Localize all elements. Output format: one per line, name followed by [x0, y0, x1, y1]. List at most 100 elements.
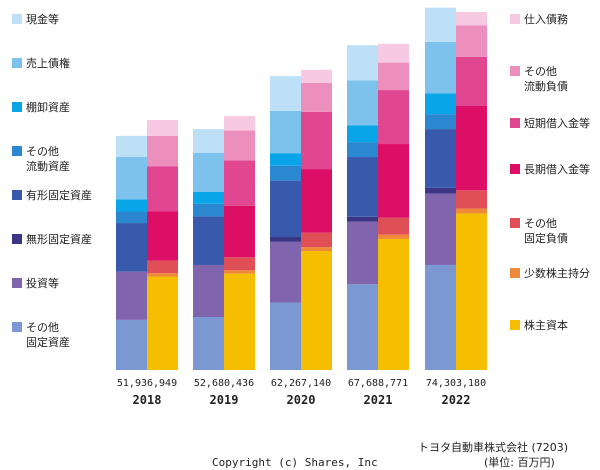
asset-segment-2020-3 [270, 180, 301, 238]
asset-segment-2018-1 [116, 271, 147, 320]
legend-liabilities-swatch-5 [510, 268, 520, 278]
asset-segment-2020-6 [270, 110, 301, 154]
total-label-2020: 62,267,140 [271, 378, 331, 389]
asset-segment-2020-2 [270, 237, 301, 242]
liability-segment-2019-4 [224, 160, 255, 206]
legend-assets-swatch-7 [12, 322, 22, 332]
liability-segment-2021-5 [378, 62, 409, 91]
year-label-2021: 2021 [364, 393, 393, 407]
asset-segment-2021-5 [347, 125, 378, 143]
asset-segment-2020-7 [270, 76, 301, 111]
legend-assets-label-2: 棚卸資産 [26, 101, 70, 114]
liability-segment-2020-0 [301, 250, 332, 370]
liability-segment-2020-1 [301, 247, 332, 251]
legend-assets-label-3: その他 流動資産 [26, 145, 70, 173]
year-label-2020: 2020 [287, 393, 316, 407]
legend-assets-swatch-2 [12, 102, 22, 112]
asset-segment-2021-1 [347, 221, 378, 285]
legend-assets-swatch-5 [12, 234, 22, 244]
legend-assets-label-4: 有形固定資産 [26, 189, 92, 202]
asset-segment-2018-4 [116, 211, 147, 224]
asset-segment-2022-0 [425, 264, 456, 370]
asset-segment-2020-4 [270, 165, 301, 181]
liability-segment-2022-3 [456, 105, 487, 191]
legend-liabilities-swatch-0 [510, 14, 520, 24]
total-label-2022: 74,303,180 [426, 378, 486, 389]
legend-assets-swatch-3 [12, 146, 22, 156]
asset-segment-2019-4 [193, 203, 224, 217]
asset-segment-2021-2 [347, 216, 378, 222]
legend-assets-label-6: 投資等 [26, 277, 59, 290]
asset-segment-2020-5 [270, 153, 301, 166]
legend-liabilities-swatch-2 [510, 118, 520, 128]
legend-assets-swatch-6 [12, 278, 22, 288]
asset-segment-2022-1 [425, 193, 456, 265]
liability-segment-2019-0 [224, 273, 255, 370]
liability-segment-2020-6 [301, 69, 332, 83]
legend-assets-swatch-4 [12, 190, 22, 200]
asset-segment-2019-6 [193, 152, 224, 192]
company-name: トヨタ自動車株式会社 (7203) [418, 441, 569, 454]
liability-segment-2021-4 [378, 90, 409, 145]
asset-segment-2021-4 [347, 142, 378, 158]
liability-segment-2018-6 [147, 119, 178, 136]
total-label-2021: 67,688,771 [348, 378, 408, 389]
liability-segment-2021-3 [378, 144, 409, 218]
asset-segment-2022-2 [425, 187, 456, 194]
year-label-2019: 2019 [210, 393, 239, 407]
legend-assets-swatch-1 [12, 58, 22, 68]
liability-segment-2022-2 [456, 190, 487, 209]
asset-segment-2020-0 [270, 302, 301, 370]
asset-segment-2019-1 [193, 264, 224, 318]
legend-liabilities-label-6: 株主資本 [524, 319, 568, 332]
bars-layer [116, 7, 487, 370]
liability-segment-2018-3 [147, 211, 178, 261]
asset-segment-2018-7 [116, 135, 147, 158]
asset-segment-2018-6 [116, 157, 147, 200]
asset-segment-2021-0 [347, 284, 378, 370]
liability-segment-2019-5 [224, 130, 255, 161]
liability-segment-2020-5 [301, 82, 332, 112]
unit-label: (単位: 百万円) [484, 456, 555, 469]
liability-segment-2021-0 [378, 238, 409, 370]
liability-segment-2019-3 [224, 205, 255, 258]
liability-segment-2018-1 [147, 273, 178, 277]
liability-segment-2021-2 [378, 217, 409, 235]
year-label-2018: 2018 [133, 393, 162, 407]
asset-segment-2018-5 [116, 199, 147, 212]
legend-liabilities-swatch-6 [510, 320, 520, 330]
liability-segment-2018-4 [147, 166, 178, 212]
legend-liabilities-swatch-1 [510, 66, 520, 76]
liability-segment-2020-4 [301, 111, 332, 170]
asset-segment-2022-6 [425, 41, 456, 94]
liability-segment-2022-6 [456, 12, 487, 26]
liability-segment-2019-2 [224, 257, 255, 271]
legend-assets-label-0: 現金等 [26, 13, 59, 26]
legend-assets-label-7: その他 固定資産 [26, 321, 70, 349]
asset-segment-2019-5 [193, 191, 224, 204]
legend-liabilities-label-1: その他 流動負債 [524, 65, 568, 93]
liability-segment-2018-5 [147, 135, 178, 167]
liability-segment-2018-2 [147, 260, 178, 274]
legend-liabilities-label-4: その他 固定負債 [524, 217, 568, 245]
asset-segment-2018-0 [116, 319, 147, 370]
copyright-text: Copyright (c) Shares, Inc [212, 456, 378, 469]
asset-segment-2022-4 [425, 114, 456, 130]
asset-segment-2020-1 [270, 241, 301, 303]
liability-segment-2020-3 [301, 169, 332, 233]
asset-segment-2018-3 [116, 223, 147, 272]
legend-liabilities-label-2: 短期借入金等 [524, 117, 590, 130]
legend-liabilities-label-0: 仕入債務 [524, 13, 568, 26]
legend-assets-label-1: 売上債権 [26, 57, 70, 70]
asset-segment-2021-6 [347, 80, 378, 126]
asset-segment-2019-0 [193, 317, 224, 370]
legend-assets-swatch-0 [12, 14, 22, 24]
asset-segment-2022-5 [425, 93, 456, 115]
legend-liabilities-swatch-3 [510, 164, 520, 174]
liability-segment-2022-1 [456, 208, 487, 214]
legend-liabilities-label-3: 長期借入金等 [524, 163, 590, 176]
asset-segment-2021-3 [347, 157, 378, 217]
liability-segment-2022-5 [456, 25, 487, 57]
liability-segment-2021-1 [378, 234, 409, 239]
